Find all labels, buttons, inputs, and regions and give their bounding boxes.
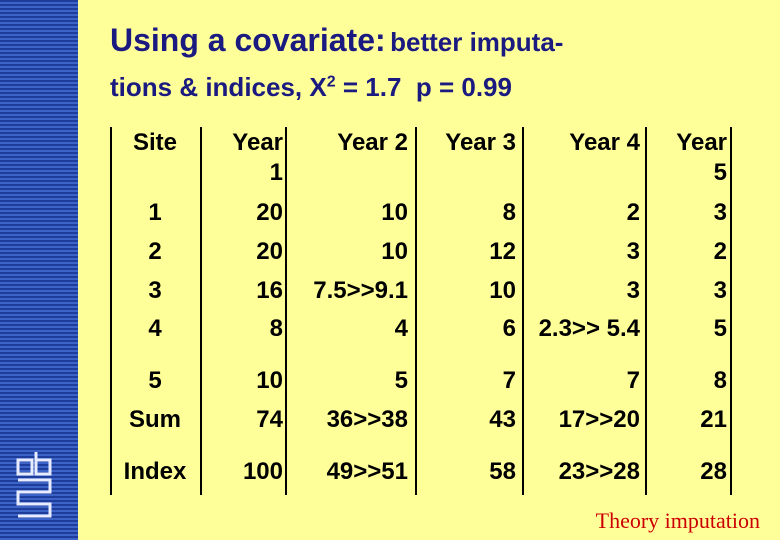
side-bar	[0, 0, 78, 540]
header-cell: Site	[132, 129, 177, 156]
table-cell: 4	[394, 315, 408, 342]
title-lead: Using a covariate:	[110, 22, 386, 58]
table-cell: 12	[489, 238, 516, 265]
table-cell: 16	[256, 277, 283, 304]
footer: Theory imputation	[595, 508, 760, 533]
column-rule	[200, 127, 202, 495]
table-cell: 8	[269, 315, 283, 342]
table-cell: 8	[502, 199, 516, 226]
table-cell: 49>>51	[326, 458, 408, 485]
table-cell: 2	[148, 238, 162, 265]
table-cell: 1	[148, 199, 162, 226]
table-cell: 3	[626, 277, 640, 304]
table-cell: Index	[123, 458, 187, 485]
column-rule	[522, 127, 524, 495]
column-rule	[730, 127, 732, 495]
table-cell: 2.3>> 5.4	[538, 315, 640, 342]
table-cell: 10	[489, 277, 516, 304]
title-text-end: = 1.7 p = 0.99	[335, 72, 512, 102]
column-rule	[110, 127, 112, 495]
logo	[16, 452, 52, 518]
header-cell: Year 5	[676, 129, 727, 186]
title-text: tions & indices, X	[110, 72, 327, 102]
column-rule	[645, 127, 647, 495]
table-cell: 10	[381, 238, 408, 265]
title-line-1: Using a covariate: better imputa-	[110, 22, 563, 59]
column-rule	[285, 127, 287, 495]
header-cell: Year 1	[232, 129, 283, 186]
header-cell: Year 3	[445, 129, 516, 156]
table-cell: 20	[256, 238, 283, 265]
table-cell: 2	[713, 238, 727, 265]
table-cell: 74	[256, 406, 283, 433]
title-rest: better imputa-	[390, 27, 564, 57]
column-rule	[415, 127, 417, 495]
table-cell: 7	[502, 367, 516, 394]
table-cell: 3	[148, 277, 162, 304]
table-cell: 5	[394, 367, 408, 394]
table-cell: 21	[700, 406, 727, 433]
table-cell: 7	[626, 367, 640, 394]
table-cell: 6	[502, 315, 516, 342]
title-line-2: tions & indices, X2 = 1.7 p = 0.99	[110, 72, 512, 103]
table-cell: 5	[148, 367, 162, 394]
table-cell: 100	[242, 458, 283, 485]
table-cell: 17>>20	[558, 406, 640, 433]
table-cell: 10	[381, 199, 408, 226]
table-cell: 7.5>>9.1	[313, 277, 408, 304]
table-cell: 3	[713, 199, 727, 226]
table-cell: Sum	[128, 406, 181, 433]
table-cell: 8	[713, 367, 727, 394]
table-cell: 3	[713, 277, 727, 304]
table-cell: 4	[148, 315, 162, 342]
table-cell: 10	[256, 367, 283, 394]
table-cell: 5	[713, 315, 727, 342]
header-cell: Year 2	[337, 129, 408, 156]
title-sup: 2	[326, 73, 336, 91]
table-cell: 58	[489, 458, 516, 485]
table-cell: 20	[256, 199, 283, 226]
table-cell: 28	[700, 458, 727, 485]
table-cell: 36>>38	[326, 406, 408, 433]
table-cell: 3	[626, 238, 640, 265]
table-cell: 23>>28	[558, 458, 640, 485]
table-cell: 43	[489, 406, 516, 433]
table-cell: 2	[626, 199, 640, 226]
header-cell: Year 4	[569, 129, 640, 156]
